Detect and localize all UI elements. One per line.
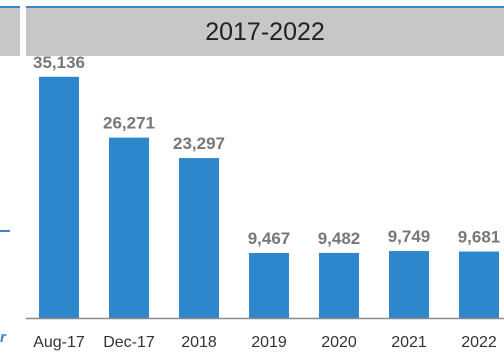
bars-group: [39, 76, 499, 318]
value-label-2019: 9,467: [248, 229, 291, 248]
bar-2019: [249, 253, 289, 318]
x-tick-2019: 2019: [251, 334, 287, 351]
left-panel-text-fragment: r: [0, 329, 6, 346]
bar-2020: [319, 252, 359, 318]
bar-2018: [179, 158, 219, 318]
bar-dec-17: [109, 137, 149, 318]
x-tick-2020: 2020: [321, 334, 357, 351]
x-tick-labels-group: Aug-17 Dec-17 2018 2019 2020 2021 2022: [33, 334, 497, 351]
value-label-aug-17: 35,136: [33, 53, 85, 72]
value-labels-group: 35,136 26,271 23,297 9,467 9,482 9,749 9,681: [33, 53, 500, 248]
value-label-2021: 9,749: [388, 227, 431, 246]
value-label-2020: 9,482: [318, 229, 361, 248]
chart-title: 2017-2022: [26, 6, 504, 56]
x-tick-2021: 2021: [391, 334, 427, 351]
x-tick-2018: 2018: [181, 334, 217, 351]
bar-aug-17: [39, 76, 79, 318]
value-label-dec-17: 26,271: [103, 114, 155, 133]
left-panel-divider: [0, 230, 10, 232]
value-label-2018: 23,297: [173, 134, 225, 153]
value-label-2022: 9,681: [458, 228, 501, 247]
left-panel-header: [0, 6, 20, 56]
x-tick-dec-17: Dec-17: [103, 334, 155, 351]
x-tick-aug-17: Aug-17: [33, 334, 85, 351]
x-tick-2022: 2022: [461, 334, 497, 351]
bar-2021: [389, 251, 429, 318]
bar-2022: [459, 251, 499, 318]
